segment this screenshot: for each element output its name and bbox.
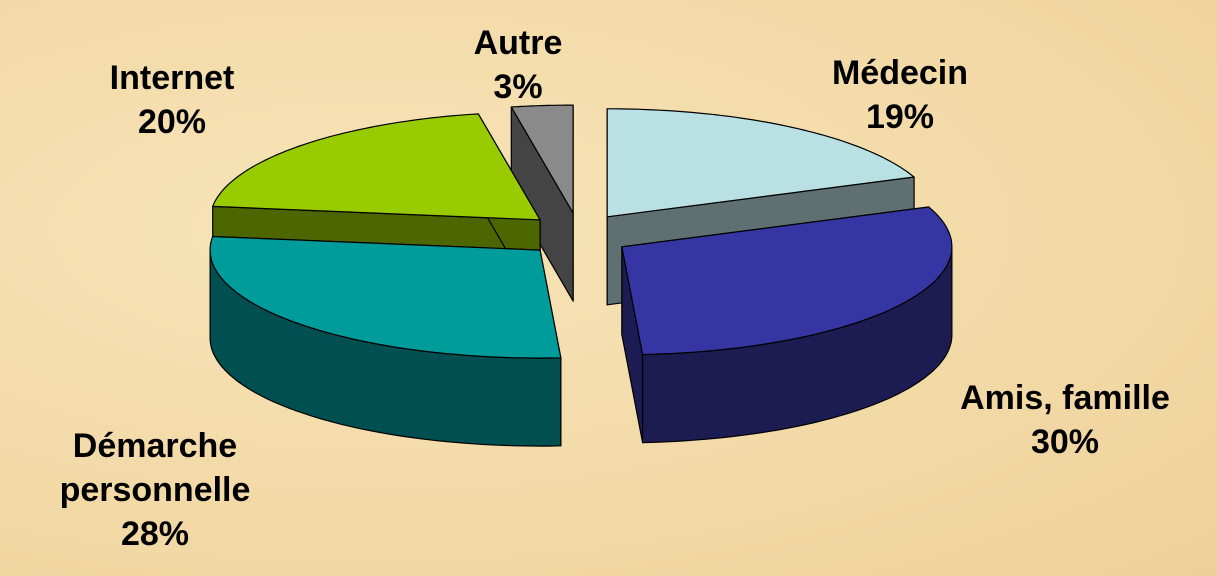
category-label: Autre	[473, 24, 563, 62]
category-label: Internet	[109, 59, 235, 97]
slice-label: Amis, famille 30%	[915, 376, 1215, 464]
slice-label: Autre 3%	[438, 21, 598, 109]
value-label: 30%	[1030, 423, 1100, 461]
slice	[510, 104, 574, 302]
slice	[621, 206, 953, 444]
slice-top	[212, 113, 541, 221]
slice-label: Médecin 19%	[770, 51, 1030, 139]
category-label: Démarche personnelle	[59, 427, 251, 509]
value-label: 28%	[120, 515, 190, 553]
slice-top	[621, 206, 953, 356]
category-label: Médecin	[831, 54, 969, 92]
slice-label: Internet 20%	[72, 56, 272, 144]
category-label: Amis, famille	[960, 379, 1170, 417]
slice-top	[510, 104, 574, 214]
slice-top	[209, 235, 562, 359]
slice	[209, 235, 562, 447]
value-label: 3%	[493, 68, 543, 106]
slice-top	[606, 108, 915, 218]
slice-label: Démarche personnelle 28%	[25, 424, 285, 556]
value-label: 20%	[137, 103, 207, 141]
value-label: 19%	[865, 98, 935, 136]
